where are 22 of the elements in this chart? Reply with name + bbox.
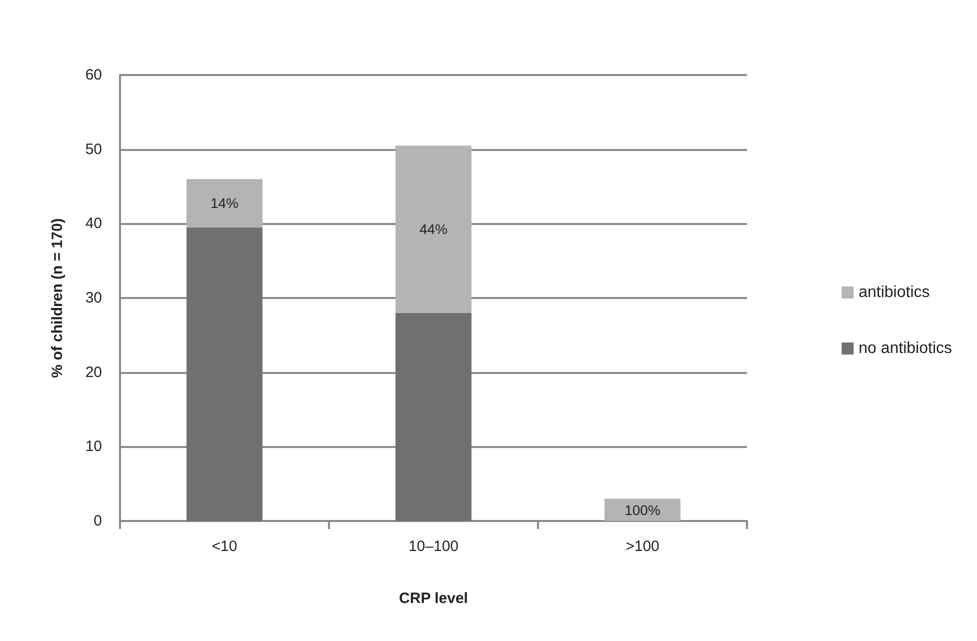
y-tick-label: 40	[85, 215, 102, 232]
y-tick-label: 20	[85, 364, 102, 381]
legend-label: antibiotics	[858, 284, 930, 301]
annotation: 14%	[210, 195, 239, 212]
bar	[396, 146, 472, 313]
y-tick-label: 30	[85, 290, 102, 306]
y-tick-label: 50	[85, 140, 102, 158]
x-tick-label: >100	[626, 538, 660, 555]
legend-label: no antibiotics	[858, 340, 952, 357]
y-tick-label: 10	[85, 438, 102, 456]
bar	[186, 179, 262, 228]
x-tick-label: 10–100	[408, 538, 459, 555]
annotation: 100%	[624, 502, 660, 518]
annotation: 44%	[419, 221, 448, 238]
y-tick-label: 60	[85, 66, 102, 84]
bar	[186, 227, 262, 521]
y-axis-title: % of children (n = 170)	[49, 218, 66, 378]
bar	[604, 498, 680, 521]
bar	[396, 312, 472, 521]
x-axis-title: CRP level	[399, 590, 468, 607]
y-tick-label: 0	[94, 512, 102, 530]
x-tick-label: <10	[212, 538, 238, 555]
